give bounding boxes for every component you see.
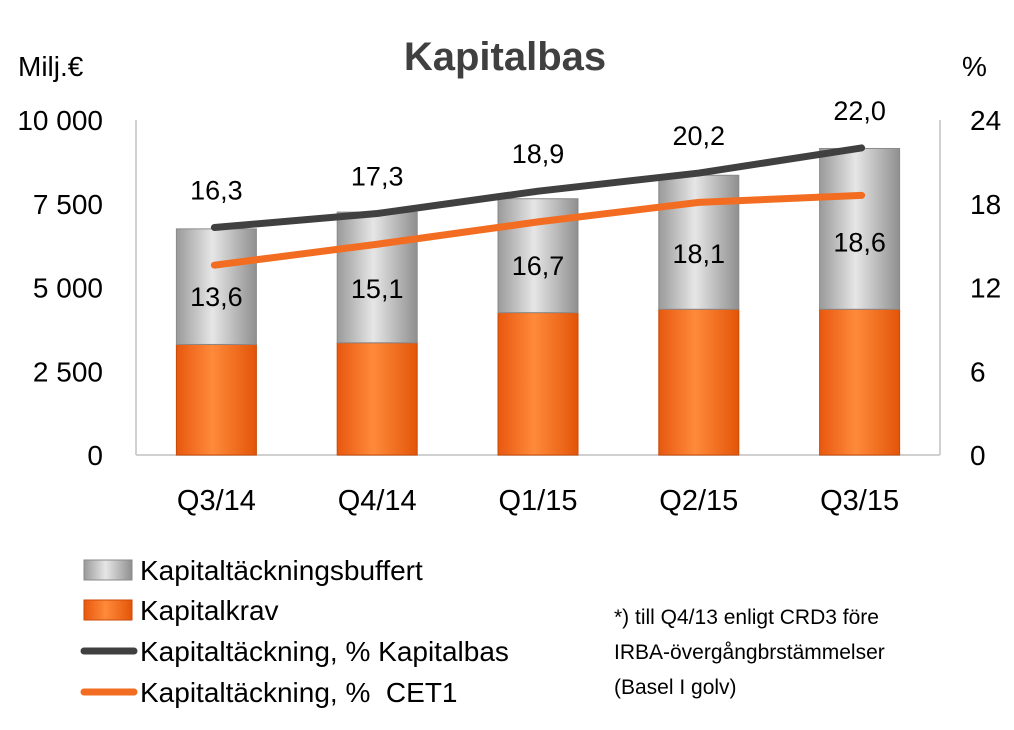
bar-series xyxy=(175,147,901,456)
left-axis-ticks: 0 2 500 5 000 7 500 10 000 xyxy=(17,105,103,471)
data-label-kapitalbas: 20,2 xyxy=(673,121,726,151)
right-tick-label: 18 xyxy=(970,189,1001,220)
category-label: Q3/15 xyxy=(820,485,899,517)
left-tick-label: 5 000 xyxy=(33,273,103,304)
footnote-line-1: *) till Q4/13 enligt CRD3 före xyxy=(614,606,879,629)
data-labels: 16,3 17,3 18,9 20,2 22,0 13,6 15,1 16,7 18,1 18,6 xyxy=(190,96,886,312)
category-labels: Q3/14 Q4/14 Q1/15 Q2/15 Q3/15 xyxy=(177,485,899,517)
legend-label-cet1-line: Kapitaltäckning, % CET1 xyxy=(140,677,458,708)
bar-kapitaltackningsbuffert xyxy=(819,147,901,310)
line-kapitalbas xyxy=(210,144,866,231)
right-axis-unit: % xyxy=(962,51,987,82)
left-tick-label: 2 500 xyxy=(33,356,103,387)
bar-kapitalkrav xyxy=(658,308,740,456)
data-label-kapitalbas: 18,9 xyxy=(512,139,565,169)
line-series xyxy=(210,144,866,269)
right-tick-label: 6 xyxy=(970,356,986,387)
data-label-cet1: 16,7 xyxy=(512,251,565,281)
category-label: Q1/15 xyxy=(499,485,578,517)
bar-kapitalkrav xyxy=(819,308,901,456)
category-label: Q3/14 xyxy=(177,485,256,517)
data-label-cet1: 15,1 xyxy=(351,274,404,304)
legend: Kapitaltäckningsbuffert Kapitalkrav Kapi… xyxy=(80,555,509,708)
right-tick-label: 12 xyxy=(970,273,1001,304)
category-label: Q2/15 xyxy=(659,485,738,517)
bar-kapitaltackningsbuffert xyxy=(658,174,740,310)
left-tick-label: 10 000 xyxy=(17,105,103,136)
bar-kapitalkrav xyxy=(497,312,579,456)
bar-kapitalkrav xyxy=(336,342,418,456)
left-tick-label: 0 xyxy=(87,440,103,471)
left-tick-label: 7 500 xyxy=(33,189,103,220)
bar-kapitalkrav xyxy=(175,343,257,456)
left-axis-unit: Milj.€ xyxy=(18,51,84,82)
data-label-cet1: 13,6 xyxy=(190,282,243,312)
legend-swatch-buffert xyxy=(83,559,133,581)
footnote: *) till Q4/13 enligt CRD3 före IRBA-över… xyxy=(614,606,885,699)
footnote-line-2: IRBA-övergångbrstämmelser xyxy=(614,641,885,664)
category-label: Q4/14 xyxy=(338,485,417,517)
line-cet1 xyxy=(210,191,866,269)
right-tick-label: 24 xyxy=(970,105,1001,136)
legend-label-kapitalbas-line: Kapitaltäckning, % Kapitalbas xyxy=(140,636,509,667)
bar-kapitaltackningsbuffert xyxy=(336,211,418,344)
legend-swatch-kapitalkrav xyxy=(83,599,133,621)
data-label-kapitalbas: 17,3 xyxy=(351,162,404,192)
right-tick-label: 0 xyxy=(970,440,986,471)
data-label-cet1: 18,6 xyxy=(833,228,886,258)
legend-label-buffert: Kapitaltäckningsbuffert xyxy=(140,555,423,586)
footnote-line-3: (Basel I golv) xyxy=(614,676,737,699)
legend-label-kapitalkrav: Kapitalkrav xyxy=(140,595,279,626)
data-label-kapitalbas: 16,3 xyxy=(190,175,243,205)
chart-title: Kapitalbas xyxy=(404,35,606,79)
data-label-cet1: 18,1 xyxy=(673,239,726,269)
right-axis-ticks: 0 6 12 18 24 xyxy=(970,105,1001,471)
data-label-kapitalbas: 22,0 xyxy=(833,96,886,126)
